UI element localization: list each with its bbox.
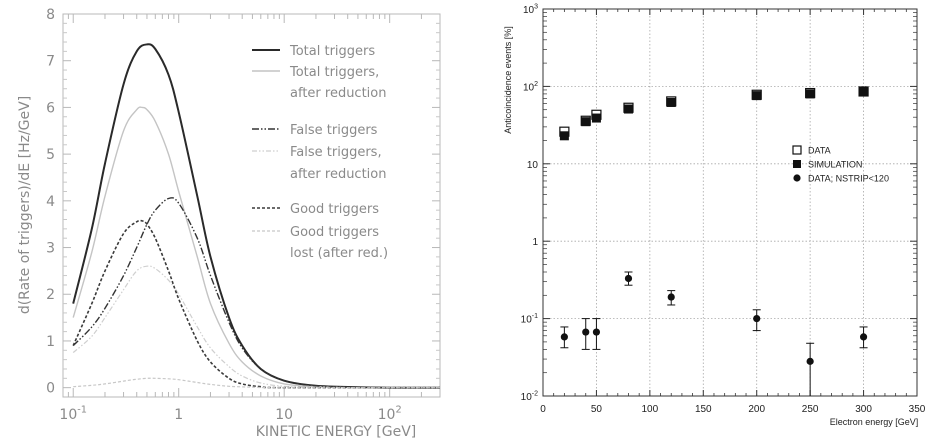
right-data-circle [560, 333, 568, 341]
left-ticks: 0 1 2 3 4 5 6 7 8 10-1 1 10 102 [46, 7, 441, 423]
right-x-tick-label: 300 [855, 404, 872, 415]
right-x-tick-label: 0 [540, 404, 546, 415]
left-legend-label: after reduction [290, 167, 386, 182]
right-x-tick-label: 100 [642, 404, 659, 415]
left-legend-label: Good triggers [290, 202, 379, 217]
right-legend-open-square [792, 145, 802, 155]
right-sim-square [591, 113, 601, 123]
left-y-tick-label: 8 [46, 7, 55, 23]
left-series-line [72, 106, 441, 389]
right-points [559, 86, 869, 396]
right-data-circle [859, 333, 868, 341]
right-legend-label: DATA; NSTRIP<120 [808, 174, 889, 184]
left-y-tick-label: 2 [46, 287, 55, 303]
left-y-tick-label: 0 [46, 381, 55, 397]
right-sim-square [666, 97, 676, 107]
left-y-tick-label: 3 [46, 241, 55, 257]
right-legend-label: SIMULATION [808, 160, 862, 170]
right-data-circle [667, 293, 675, 301]
right-sim-square [752, 91, 762, 101]
right-x-tick-label: 50 [591, 404, 603, 415]
right-y-tick-label: 10 [527, 160, 539, 171]
right-data-circle [582, 328, 590, 336]
left-y-tick-label: 6 [46, 100, 55, 116]
left-x-tick-label: 102 [378, 405, 402, 423]
left-legend: Total triggers Total triggers, after reduc… [252, 44, 388, 261]
right-data-circle [806, 357, 814, 365]
right-sim-square [559, 131, 569, 141]
right-y-tick-label: 10-2 [521, 391, 538, 404]
right-legend-filled-square [793, 160, 801, 168]
left-x-tick-label: 1 [174, 407, 183, 423]
left-y-tick-label: 4 [46, 194, 55, 210]
left-legend-label: lost (after red.) [290, 246, 388, 261]
right-x-tick-label: 150 [695, 404, 712, 415]
left-legend-label: after reduction [290, 86, 386, 101]
right-data-circle [753, 315, 761, 323]
left-y-tick-label: 7 [46, 54, 55, 70]
right-plot-frame [542, 8, 918, 397]
left-y-tick-label: 1 [46, 334, 55, 350]
left-plot-frame [62, 13, 441, 398]
right-x-tick-label: 350 [909, 404, 926, 415]
left-series-line [73, 377, 440, 389]
left-legend-label: False triggers, [290, 145, 382, 160]
right-ticks: 0 50 100 150 200 250 300 350 10-2 10-1 1 10 102 103 [521, 4, 926, 416]
left-x-axis-title: KINETIC ENERGY [GeV] [256, 424, 417, 440]
left-y-axis-title: d(Rate of triggers)/dE [Hz/GeV] [17, 96, 33, 314]
left-x-tick-label: 10-1 [59, 405, 87, 423]
left-series-line [72, 265, 440, 389]
right-x-axis-title: Electron energy [GeV] [830, 417, 919, 427]
right-y-tick-label: 1 [532, 237, 538, 248]
right-y-tick-label: 102 [523, 81, 538, 94]
left-series-line [72, 219, 441, 389]
right-chart: 0 50 100 150 200 250 300 350 10-2 10-1 1 10 102 103 D… [503, 4, 926, 428]
right-sim-square [859, 87, 869, 97]
right-sim-square [581, 117, 591, 127]
right-sim-square [623, 104, 633, 114]
right-y-tick-label: 10-1 [521, 313, 538, 326]
right-x-tick-label: 200 [748, 404, 765, 415]
left-legend-label: Total triggers [289, 44, 375, 59]
left-legend-label: Total triggers, [289, 65, 379, 80]
left-y-tick-label: 5 [46, 147, 55, 163]
right-sim-square [805, 89, 815, 99]
left-x-tick-label: 10 [275, 407, 293, 423]
right-data-circle [592, 328, 601, 336]
right-legend-filled-circle [793, 174, 801, 182]
right-x-tick-label: 250 [802, 404, 819, 415]
right-legend: DATA SIMULATION DATA; NSTRIP<120 [792, 145, 889, 184]
right-data-circle [624, 274, 633, 283]
right-y-tick-label: 103 [523, 4, 538, 17]
right-y-axis-title: Anticoincidence events [%] [503, 26, 513, 134]
left-curves [72, 43, 441, 389]
left-series-line [72, 196, 440, 389]
left-legend-label: Good triggers [290, 225, 379, 240]
left-legend-label: False triggers [290, 123, 378, 138]
right-legend-label: DATA [808, 146, 831, 156]
